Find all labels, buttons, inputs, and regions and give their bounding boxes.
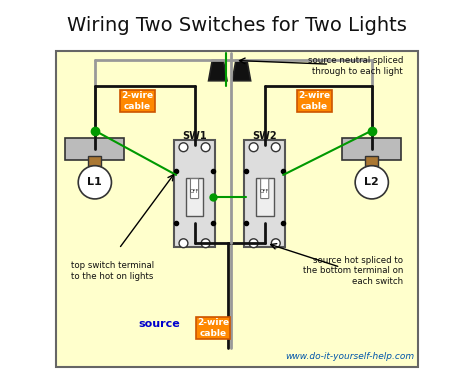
Circle shape: [179, 239, 188, 248]
FancyBboxPatch shape: [174, 140, 215, 247]
FancyBboxPatch shape: [65, 138, 124, 160]
FancyBboxPatch shape: [256, 178, 273, 216]
FancyBboxPatch shape: [342, 138, 401, 160]
FancyBboxPatch shape: [56, 51, 418, 367]
Text: L2: L2: [365, 177, 379, 187]
FancyBboxPatch shape: [88, 157, 101, 166]
Text: source hot spliced to
the bottom terminal on
each switch: source hot spliced to the bottom termina…: [303, 256, 403, 286]
Circle shape: [201, 239, 210, 248]
Ellipse shape: [78, 166, 111, 199]
FancyBboxPatch shape: [261, 179, 269, 199]
Text: L1: L1: [88, 177, 102, 187]
Text: Wiring Two Switches for Two Lights: Wiring Two Switches for Two Lights: [67, 16, 407, 35]
Text: OFF: OFF: [190, 189, 199, 194]
Polygon shape: [232, 61, 251, 81]
FancyBboxPatch shape: [191, 179, 199, 199]
Text: 2-wire
cable: 2-wire cable: [299, 92, 330, 111]
FancyBboxPatch shape: [245, 140, 285, 247]
Circle shape: [201, 143, 210, 152]
Text: SW2: SW2: [252, 131, 277, 141]
FancyBboxPatch shape: [186, 178, 203, 216]
FancyBboxPatch shape: [365, 157, 378, 166]
Text: 2-wire
cable: 2-wire cable: [197, 318, 229, 338]
Circle shape: [271, 239, 280, 248]
Polygon shape: [209, 61, 227, 81]
Circle shape: [249, 239, 258, 248]
Text: SW1: SW1: [182, 131, 207, 141]
Text: top switch terminal
to the hot on lights: top switch terminal to the hot on lights: [71, 261, 154, 280]
Circle shape: [271, 143, 280, 152]
Text: 2-wire
cable: 2-wire cable: [121, 92, 154, 111]
Ellipse shape: [355, 166, 388, 199]
Text: source neutral spliced
through to each light: source neutral spliced through to each l…: [308, 56, 403, 76]
Text: OFF: OFF: [260, 189, 269, 194]
Circle shape: [249, 143, 258, 152]
Text: source: source: [138, 320, 180, 330]
Circle shape: [179, 143, 188, 152]
Text: www.do-it-yourself-help.com: www.do-it-yourself-help.com: [285, 352, 414, 361]
